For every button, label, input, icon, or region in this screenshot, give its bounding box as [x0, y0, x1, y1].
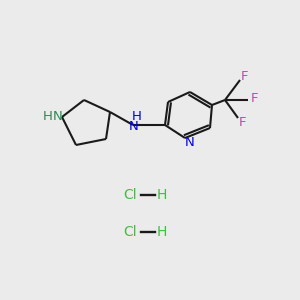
Text: N: N — [53, 110, 63, 122]
Text: F: F — [251, 92, 259, 106]
Text: H: H — [132, 110, 142, 122]
Text: Cl: Cl — [123, 225, 137, 239]
Text: F: F — [239, 116, 247, 128]
Text: H: H — [157, 225, 167, 239]
Text: H: H — [157, 188, 167, 202]
Text: H: H — [43, 110, 53, 122]
Text: F: F — [241, 70, 249, 83]
Text: Cl: Cl — [123, 188, 137, 202]
Text: N: N — [185, 136, 195, 148]
Text: N: N — [129, 119, 139, 133]
